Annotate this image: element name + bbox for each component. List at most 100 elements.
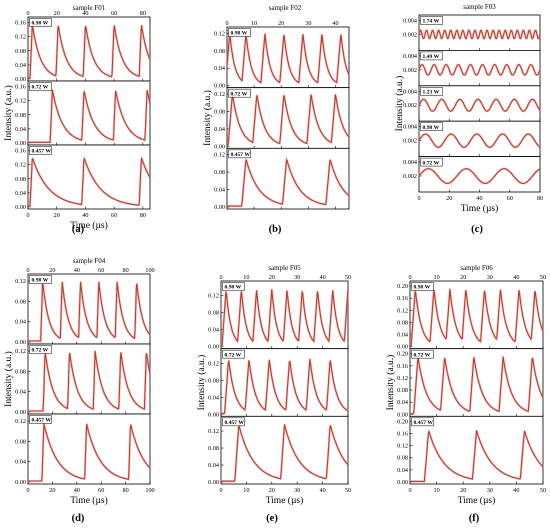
y-tick-label: 0.002 xyxy=(403,67,417,74)
series-line xyxy=(409,288,544,347)
x-tick-label-top: 20 xyxy=(460,274,466,281)
x-tick-label: 20 xyxy=(460,487,466,494)
y-tick-label: 0.00 xyxy=(208,411,219,418)
y-tick-label: 0.12 xyxy=(397,443,408,450)
power-label-box xyxy=(420,16,443,25)
y-tick-label: 0.16 xyxy=(15,84,26,91)
x-tick-label-top: 40 xyxy=(513,274,519,281)
power-label: 0.98 W xyxy=(32,21,49,27)
y-tick-label: 0.12 xyxy=(15,418,26,425)
y-tick-label: 0.00 xyxy=(15,76,26,83)
panel-caption: (a) xyxy=(72,224,85,235)
x-tick-label: 80 xyxy=(140,212,146,219)
panel-caption: (b) xyxy=(269,224,282,235)
y-tick-label: 0.12 xyxy=(397,307,408,314)
y-tick-label: 0.00 xyxy=(214,83,225,90)
x-tick-label: 0 xyxy=(26,212,29,219)
series-line xyxy=(226,33,350,84)
series-line xyxy=(418,29,541,40)
y-tick-label: 0.08 xyxy=(15,112,26,119)
y-tick-label: 0.04 xyxy=(397,467,408,474)
y-tick-label: 0.08 xyxy=(15,438,26,445)
y-tick-label: 0.04 xyxy=(397,399,408,406)
power-label: 0.98 W xyxy=(231,31,248,37)
y-tick-label: 0.004 xyxy=(403,53,417,60)
panel-caption: (c) xyxy=(471,224,483,235)
x-tick-label: 80 xyxy=(537,195,543,202)
x-tick-label-top: 10 xyxy=(251,20,257,27)
x-tick-label: 40 xyxy=(82,212,88,219)
y-tick-label: 0.16 xyxy=(397,363,408,370)
series-line xyxy=(220,358,349,415)
x-tick-label: 10 xyxy=(243,487,249,494)
chart-panel-f: sample F06 0.00 0.04 0.08 0.12 0.16 0.20 0.98 W… xyxy=(385,264,546,524)
y-axis-label: Intensity (a.u.) xyxy=(394,76,405,132)
x-tick-label: 40 xyxy=(320,487,326,494)
series-line xyxy=(409,356,544,415)
power-label-box xyxy=(411,282,434,291)
y-tick-label: 0.08 xyxy=(214,48,225,55)
x-tick-label: 0 xyxy=(408,487,411,494)
power-label-box xyxy=(228,88,251,98)
y-tick-label: 0.08 xyxy=(208,445,219,452)
y-tick-label: 0.12 xyxy=(15,162,26,169)
y-tick-label: 0.08 xyxy=(214,108,225,115)
y-tick-label: 0.08 xyxy=(208,310,219,317)
power-label-box xyxy=(222,282,245,291)
y-tick-label: 0.20 xyxy=(397,418,408,425)
y-tick-label: 0.12 xyxy=(15,98,26,105)
x-tick-label: 0 xyxy=(26,487,29,494)
x-tick-label: 80 xyxy=(123,487,129,494)
y-tick-label: 0.04 xyxy=(15,319,26,326)
x-tick-label: 20 xyxy=(54,212,60,219)
subplot-frame xyxy=(27,413,151,485)
y-tick-label: 0.08 xyxy=(15,368,26,375)
y-tick-label: 0.04 xyxy=(15,62,26,69)
power-label: 0.72 W xyxy=(225,352,242,358)
y-tick-label: 0.12 xyxy=(214,152,225,159)
y-tick-label: 0.00 xyxy=(15,409,26,416)
x-tick-label: 20 xyxy=(49,487,55,494)
series-line xyxy=(418,168,541,184)
y-tick-label: 0.00 xyxy=(15,479,26,486)
y-tick-label: 0.12 xyxy=(208,360,219,367)
series-line xyxy=(418,98,541,112)
y-tick-label: 0.08 xyxy=(208,377,219,384)
y-tick-label: 0.04 xyxy=(208,462,219,469)
subplot-frame xyxy=(27,144,151,210)
power-label-box xyxy=(420,157,443,167)
power-label: 1.49 W xyxy=(423,54,440,60)
power-label-box xyxy=(420,87,443,96)
y-tick-label: 0.04 xyxy=(214,65,225,72)
y-tick-label: 0.00 xyxy=(397,479,408,486)
x-axis-label: Time (µs) xyxy=(458,495,496,506)
x-tick-label-top: 30 xyxy=(294,274,300,281)
x-tick-label: 60 xyxy=(111,212,117,219)
y-tick-label: 0.04 xyxy=(15,459,26,466)
power-label: 0.98 W xyxy=(414,285,431,291)
power-label: 0.72 W xyxy=(423,160,440,166)
x-tick-label: 30 xyxy=(294,487,300,494)
y-tick-label: 0.00 xyxy=(397,411,408,418)
y-tick-label: 0.00 xyxy=(214,204,225,211)
y-tick-label: 0.04 xyxy=(208,327,219,334)
power-label: 0.98 W xyxy=(423,125,440,131)
y-tick-label: 0.002 xyxy=(403,31,417,38)
panel-caption: (f) xyxy=(469,513,480,524)
y-tick-label: 0.00 xyxy=(214,143,225,150)
power-label: 1.74 W xyxy=(423,19,440,25)
power-label: 0.72 W xyxy=(414,352,431,358)
x-tick-label: 10 xyxy=(434,487,440,494)
y-tick-label: 0.08 xyxy=(15,298,26,305)
y-tick-label: 0.002 xyxy=(403,138,417,145)
x-tick-label: 40 xyxy=(513,487,519,494)
chart-title: sample F01 xyxy=(73,4,106,12)
x-tick-label: 60 xyxy=(507,195,513,202)
power-label-box xyxy=(420,122,443,131)
x-tick-label-top: 100 xyxy=(145,267,154,274)
y-tick-label: 0.04 xyxy=(15,190,26,197)
y-tick-label: 0.00 xyxy=(15,140,26,147)
chart-title: sample F03 xyxy=(463,3,496,11)
y-axis-label: Intensity (a.u.) xyxy=(3,351,14,407)
